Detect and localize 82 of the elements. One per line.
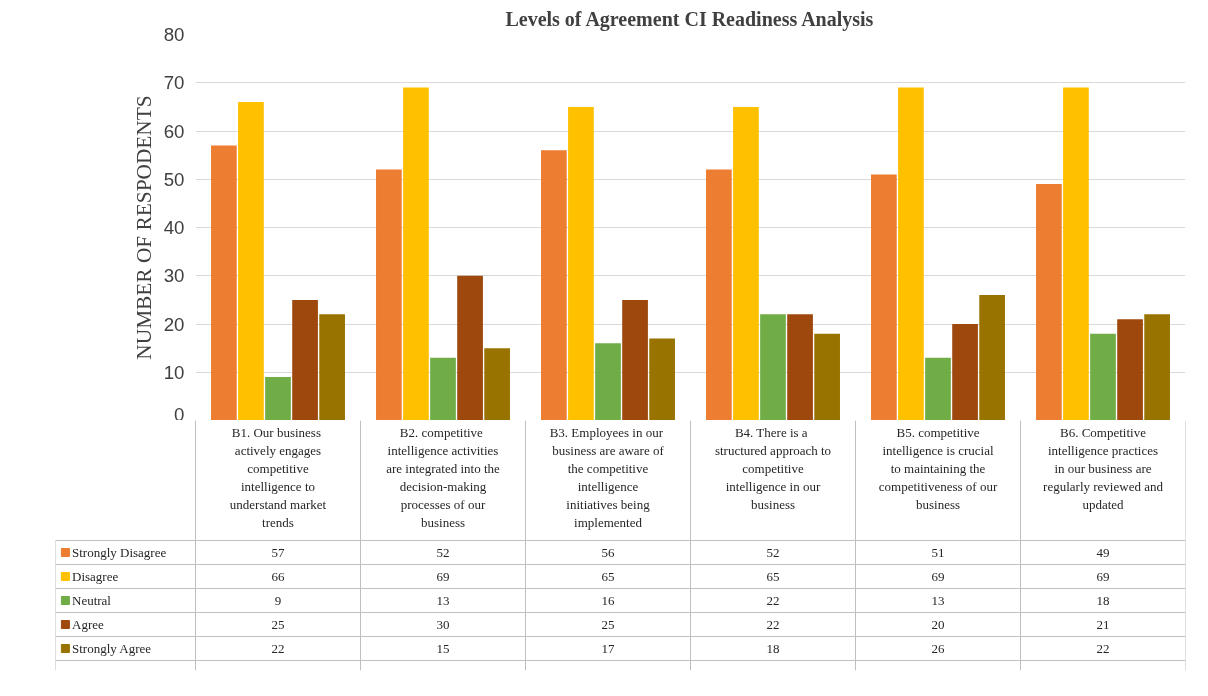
data-label: 22 (766, 616, 780, 632)
bar (319, 314, 345, 420)
bar (622, 299, 648, 420)
x-tick-label: B4. There is a structured approach to competitive intelligence in our business (714, 424, 832, 512)
bar (238, 102, 264, 420)
bar (376, 169, 402, 420)
bar (568, 106, 594, 420)
y-tick-label: 40 (163, 217, 185, 238)
bar (871, 174, 897, 420)
data-label: 51 (931, 544, 945, 560)
x-tick-label: B6. Competitive intelligence practices in our business are regularly reviewed and updated (1043, 424, 1164, 512)
data-label: 56 (601, 544, 615, 560)
bar (898, 87, 924, 420)
y-tick-label: 30 (163, 265, 185, 287)
data-label: 25 (601, 616, 615, 632)
chart-title: Levels of Agreement CI Readiness Analysis (505, 7, 874, 31)
bar (1090, 333, 1116, 420)
bar (787, 314, 813, 420)
data-label: 13 (436, 592, 450, 608)
y-tick-label: 10 (163, 361, 185, 383)
data-label: 66 (271, 568, 285, 584)
data-label: 18 (1096, 592, 1110, 608)
data-label: 22 (1096, 640, 1110, 656)
data-label: 22 (766, 592, 780, 608)
data-label: 9 (274, 592, 282, 608)
bar (1144, 314, 1170, 420)
data-label: 69 (436, 568, 450, 584)
data-label: 13 (931, 592, 945, 608)
data-label: 21 (1096, 616, 1110, 632)
legend-label: Neutral (72, 593, 112, 608)
data-label: 57 (271, 544, 285, 560)
bar (1063, 87, 1089, 420)
bar (457, 275, 483, 420)
bar (265, 377, 291, 420)
data-label: 65 (766, 568, 780, 584)
data-label: 22 (271, 640, 285, 656)
bar (706, 169, 732, 420)
data-label: 18 (766, 640, 780, 656)
bar (541, 150, 567, 420)
bar (649, 338, 675, 420)
data-label: 52 (436, 544, 450, 560)
bar (211, 145, 237, 420)
y-tick-label: 70 (163, 72, 185, 94)
data-label: 65 (601, 568, 615, 584)
x-tick-label: B3. Employees in our business are aware of the competitive intelligence initiatives being implemented (549, 424, 665, 530)
bar (1117, 319, 1143, 420)
bar (952, 324, 978, 420)
y-axis-title: NUMBER OF RESPODENTS (131, 95, 156, 360)
x-tick-label: B1. Our business actively engages competitive intelligence to understand market trends (229, 424, 327, 530)
bar (595, 343, 621, 420)
x-tick-label: B5. competitive intelligence is crucial to maintaining the competitiveness of our business (878, 424, 998, 512)
bar (430, 357, 456, 420)
data-label: 69 (1096, 568, 1110, 584)
y-tick-label: 60 (163, 120, 185, 142)
bar (1036, 184, 1062, 420)
bar (814, 333, 840, 420)
data-label: 30 (436, 616, 450, 632)
data-label: 49 (1096, 544, 1110, 560)
bar (979, 295, 1005, 420)
legend-label: Strongly Disagree (72, 545, 167, 560)
legend-label: Disagree (72, 569, 119, 584)
data-label: 20 (931, 616, 945, 632)
data-label: 25 (271, 616, 285, 632)
y-tick-label: 50 (163, 168, 185, 190)
y-tick-label: 80 (163, 24, 185, 45)
data-label: 15 (436, 640, 450, 656)
y-tick-label: 20 (163, 313, 185, 335)
bar (292, 299, 318, 420)
data-label: 52 (766, 544, 780, 560)
bar (484, 348, 510, 420)
data-label: 17 (601, 640, 615, 656)
y-tick-label: 0 (174, 403, 185, 425)
data-label: 26 (931, 640, 945, 656)
legend-label: Agree (72, 617, 104, 632)
data-label: 16 (601, 592, 615, 608)
bar (925, 357, 951, 420)
bar (760, 314, 786, 420)
bar (403, 87, 429, 420)
bar (733, 106, 759, 420)
x-tick-label: B2. competitive intelligence activities are integrated into the decision-making processes of our business (386, 424, 501, 530)
data-label: 69 (931, 568, 945, 584)
legend-label: Strongly Agree (72, 641, 152, 656)
